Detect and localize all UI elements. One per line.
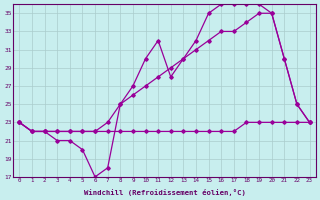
X-axis label: Windchill (Refroidissement éolien,°C): Windchill (Refroidissement éolien,°C) [84, 189, 245, 196]
